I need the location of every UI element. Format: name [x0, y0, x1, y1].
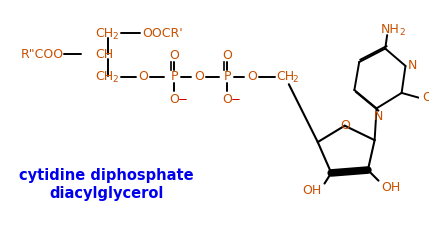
Text: 2: 2 [112, 75, 118, 84]
Text: O: O [169, 93, 179, 106]
Text: CH: CH [96, 70, 114, 83]
Text: OH: OH [302, 184, 322, 197]
Text: R"COO: R"COO [21, 48, 63, 61]
Text: −: − [178, 93, 188, 106]
Text: CH: CH [96, 48, 114, 61]
Text: CH: CH [276, 70, 294, 83]
Text: N: N [408, 59, 417, 72]
Text: N: N [374, 110, 383, 123]
Text: O: O [194, 70, 204, 83]
Text: NH: NH [381, 23, 399, 36]
Text: 2: 2 [400, 28, 405, 37]
Text: O: O [222, 93, 232, 106]
Text: −: − [231, 93, 241, 106]
Text: cytidine diphosphate
diacylglycerol: cytidine diphosphate diacylglycerol [19, 168, 194, 200]
Text: P: P [224, 70, 231, 83]
Text: 2: 2 [112, 31, 118, 40]
Text: 2: 2 [293, 75, 299, 84]
Text: O: O [422, 91, 429, 104]
Text: O: O [340, 119, 350, 132]
Text: OOCR': OOCR' [142, 27, 183, 40]
Text: OH: OH [381, 181, 401, 194]
Text: O: O [247, 70, 257, 83]
Text: P: P [170, 70, 178, 83]
Text: O: O [169, 49, 179, 62]
Text: O: O [138, 70, 148, 83]
Text: CH: CH [96, 27, 114, 40]
Text: O: O [222, 49, 232, 62]
